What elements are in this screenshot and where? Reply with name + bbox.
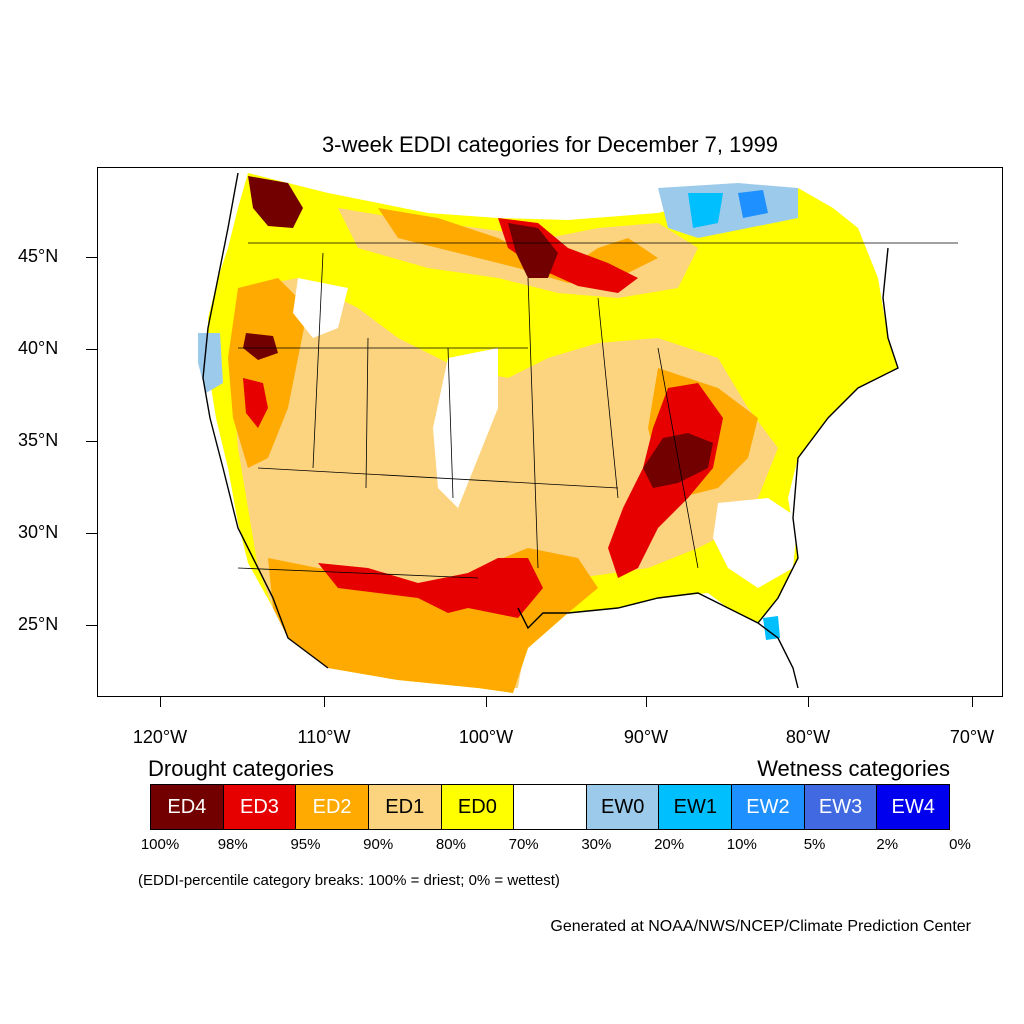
drought-categories-title: Drought categories — [148, 756, 334, 781]
category-note: (EDDI-percentile category breaks: 100% =… — [138, 872, 560, 889]
lon-label-90: 90°W — [623, 727, 669, 747]
lon-tick — [646, 697, 647, 707]
legend-swatch: ED2 — [296, 785, 369, 829]
lat-label-30: 30°N — [18, 522, 59, 542]
credit-line: Generated at NOAA/NWS/NCEP/Climate Predi… — [550, 918, 971, 935]
percentile-label: 90% — [363, 836, 394, 853]
lon-label-120: 120°W — [132, 727, 188, 747]
ed4-northwest — [248, 176, 303, 228]
lat-tick — [86, 625, 97, 626]
legend-swatch — [514, 785, 587, 829]
legend-swatch: ED3 — [223, 785, 297, 829]
ew2-northeast — [738, 190, 768, 218]
lon-tick — [808, 697, 809, 707]
percentile-label: 0% — [949, 836, 971, 853]
ew1-northeast — [688, 193, 723, 228]
legend-swatch: EW4 — [877, 785, 950, 829]
category-legend: ED4 ED3 ED2 ED1 ED0 EW0 EW1 EW2 EW3 EW4 — [150, 784, 950, 830]
lat-tick — [86, 533, 97, 534]
lat-label-45: 45°N — [18, 246, 59, 266]
lon-tick — [972, 697, 973, 707]
lon-label-80: 80°W — [785, 727, 831, 747]
legend-swatch: EW2 — [732, 785, 805, 829]
lat-tick — [86, 441, 97, 442]
legend-swatch: EW0 — [586, 785, 660, 829]
percentile-label: 5% — [803, 836, 826, 853]
percentile-label: 95% — [290, 836, 321, 853]
lat-label-35: 35°N — [18, 430, 59, 450]
legend-swatch: ED1 — [368, 785, 442, 829]
legend-swatch: EW3 — [804, 785, 878, 829]
ed2-west — [228, 278, 308, 468]
lon-label-100: 100°W — [458, 727, 514, 747]
lat-tick — [86, 349, 97, 350]
eddi-map — [198, 172, 958, 693]
ed3-west — [243, 378, 268, 428]
percentile-label: 98% — [217, 836, 248, 853]
lat-label-40: 40°N — [18, 338, 59, 358]
legend-swatch: ED0 — [441, 785, 515, 829]
map-panel — [97, 167, 1003, 697]
lon-label-70: 70°W — [949, 727, 995, 747]
ed3-texas — [318, 558, 543, 618]
ed4-ohio-valley — [643, 433, 713, 488]
percentile-label: 20% — [654, 836, 685, 853]
lat-tick — [86, 257, 97, 258]
ew1-florida — [763, 616, 780, 640]
lat-label-25: 25°N — [18, 614, 59, 634]
lon-tick — [324, 697, 325, 707]
percentile-label: 80% — [435, 836, 466, 853]
neutral-southeast — [713, 498, 798, 588]
state-borders — [237, 242, 958, 579]
percentile-label: 10% — [726, 836, 757, 853]
legend-swatch: ED4 — [151, 785, 224, 829]
lon-tick — [486, 697, 487, 707]
percentile-label: 100% — [140, 836, 180, 853]
ed4-northplains — [508, 223, 558, 278]
percentile-label: 30% — [581, 836, 612, 853]
percentile-label: 2% — [876, 836, 899, 853]
wetness-categories-title: Wetness categories — [757, 756, 950, 781]
legend-swatch: EW1 — [659, 785, 733, 829]
percentile-label: 70% — [508, 836, 539, 853]
coastlines — [202, 172, 899, 689]
ew0-california — [198, 333, 223, 393]
ed4-oregon — [243, 333, 278, 360]
lon-tick — [160, 697, 161, 707]
map-title: 3-week EDDI categories for December 7, 1… — [321, 132, 779, 157]
lon-label-110: 110°W — [297, 727, 351, 747]
